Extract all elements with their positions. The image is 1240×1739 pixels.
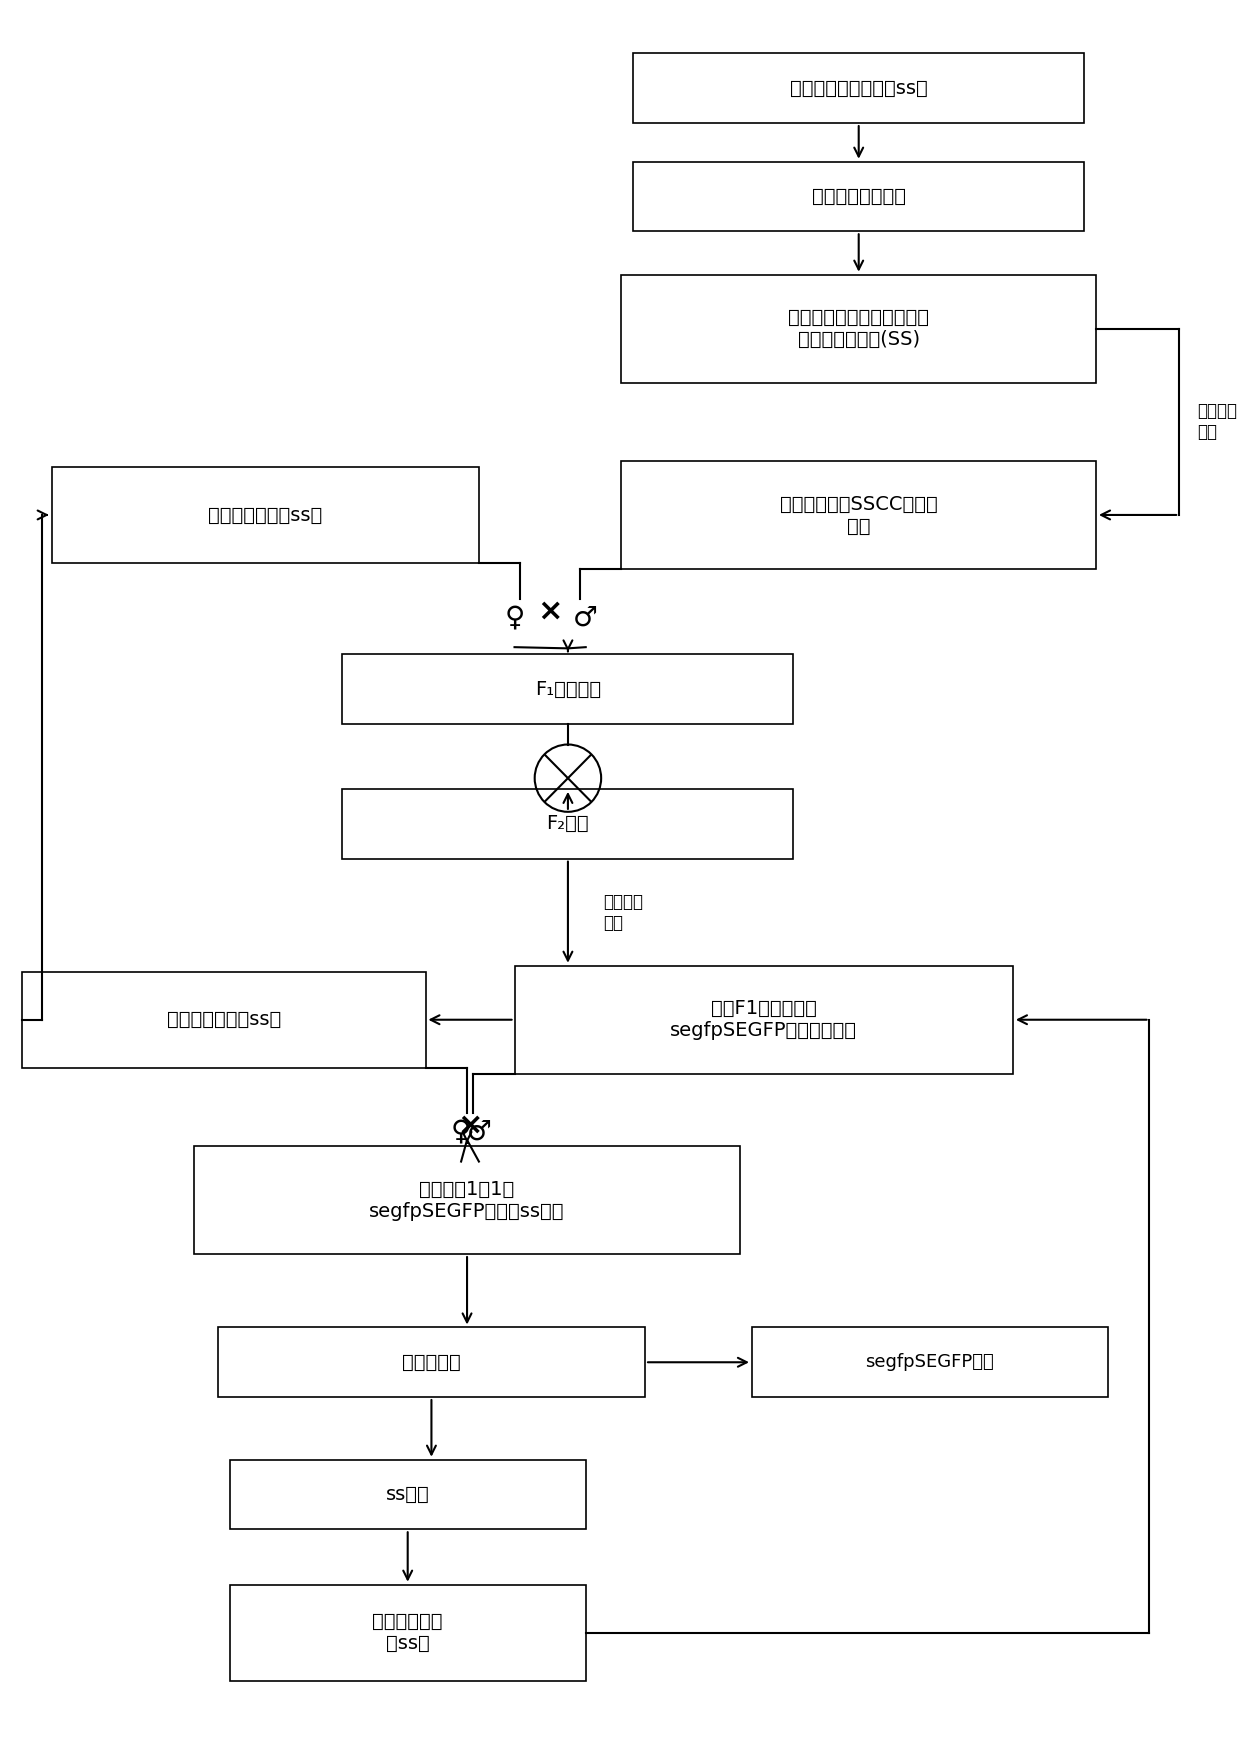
Text: segfpSEGFP种子: segfpSEGFP种子 — [866, 1353, 994, 1372]
Text: 色选机分选: 色选机分选 — [402, 1353, 461, 1372]
Text: 选育普通核不育系（ss）: 选育普通核不育系（ss） — [790, 78, 928, 97]
Text: 自交繁殖
多代: 自交繁殖 多代 — [1197, 402, 1238, 442]
FancyBboxPatch shape — [515, 965, 1013, 1073]
FancyBboxPatch shape — [751, 1327, 1109, 1396]
Text: ♀: ♀ — [505, 603, 525, 631]
Text: 留选F1中基因型为
segfpSEGFP的工程保持系: 留选F1中基因型为 segfpSEGFP的工程保持系 — [671, 1000, 857, 1040]
FancyBboxPatch shape — [621, 275, 1096, 383]
Text: 普通核不育系
（ss）: 普通核不育系 （ss） — [372, 1612, 443, 1654]
FancyBboxPatch shape — [52, 466, 479, 563]
Text: ss种子: ss种子 — [386, 1485, 429, 1504]
FancyBboxPatch shape — [342, 654, 794, 723]
FancyBboxPatch shape — [621, 461, 1096, 569]
FancyBboxPatch shape — [342, 790, 794, 859]
FancyBboxPatch shape — [229, 1584, 585, 1682]
FancyBboxPatch shape — [218, 1327, 645, 1396]
FancyBboxPatch shape — [634, 162, 1084, 231]
FancyBboxPatch shape — [229, 1459, 585, 1529]
Text: F₂群体: F₂群体 — [547, 814, 589, 833]
Text: 普通核不育系（ss）: 普通核不育系（ss） — [208, 506, 322, 525]
Text: 双元表达载体转化普通核不
育系的来源亲本(SS): 双元表达载体转化普通核不 育系的来源亲本(SS) — [789, 308, 929, 350]
Text: 获得接近1：1的
segfpSEGFP种子和ss种子: 获得接近1：1的 segfpSEGFP种子和ss种子 — [370, 1179, 564, 1221]
Text: ♂: ♂ — [466, 1118, 491, 1146]
Text: ♂: ♂ — [573, 603, 598, 631]
Text: 普通核不育系（ss）: 普通核不育系（ss） — [166, 1010, 281, 1029]
FancyBboxPatch shape — [195, 1146, 740, 1254]
Text: ♀: ♀ — [451, 1118, 471, 1146]
Text: ×: × — [458, 1111, 482, 1141]
FancyBboxPatch shape — [634, 54, 1084, 123]
Text: 遗传连锁
分析: 遗传连锁 分析 — [604, 892, 644, 932]
Text: ×: × — [537, 596, 563, 626]
Text: F₁杂合种子: F₁杂合种子 — [534, 680, 601, 699]
Text: 构建双元表达载体: 构建双元表达载体 — [812, 188, 905, 205]
FancyBboxPatch shape — [22, 972, 425, 1068]
Text: 获得基因型为SSCC的纯合
株系: 获得基因型为SSCC的纯合 株系 — [780, 494, 937, 536]
